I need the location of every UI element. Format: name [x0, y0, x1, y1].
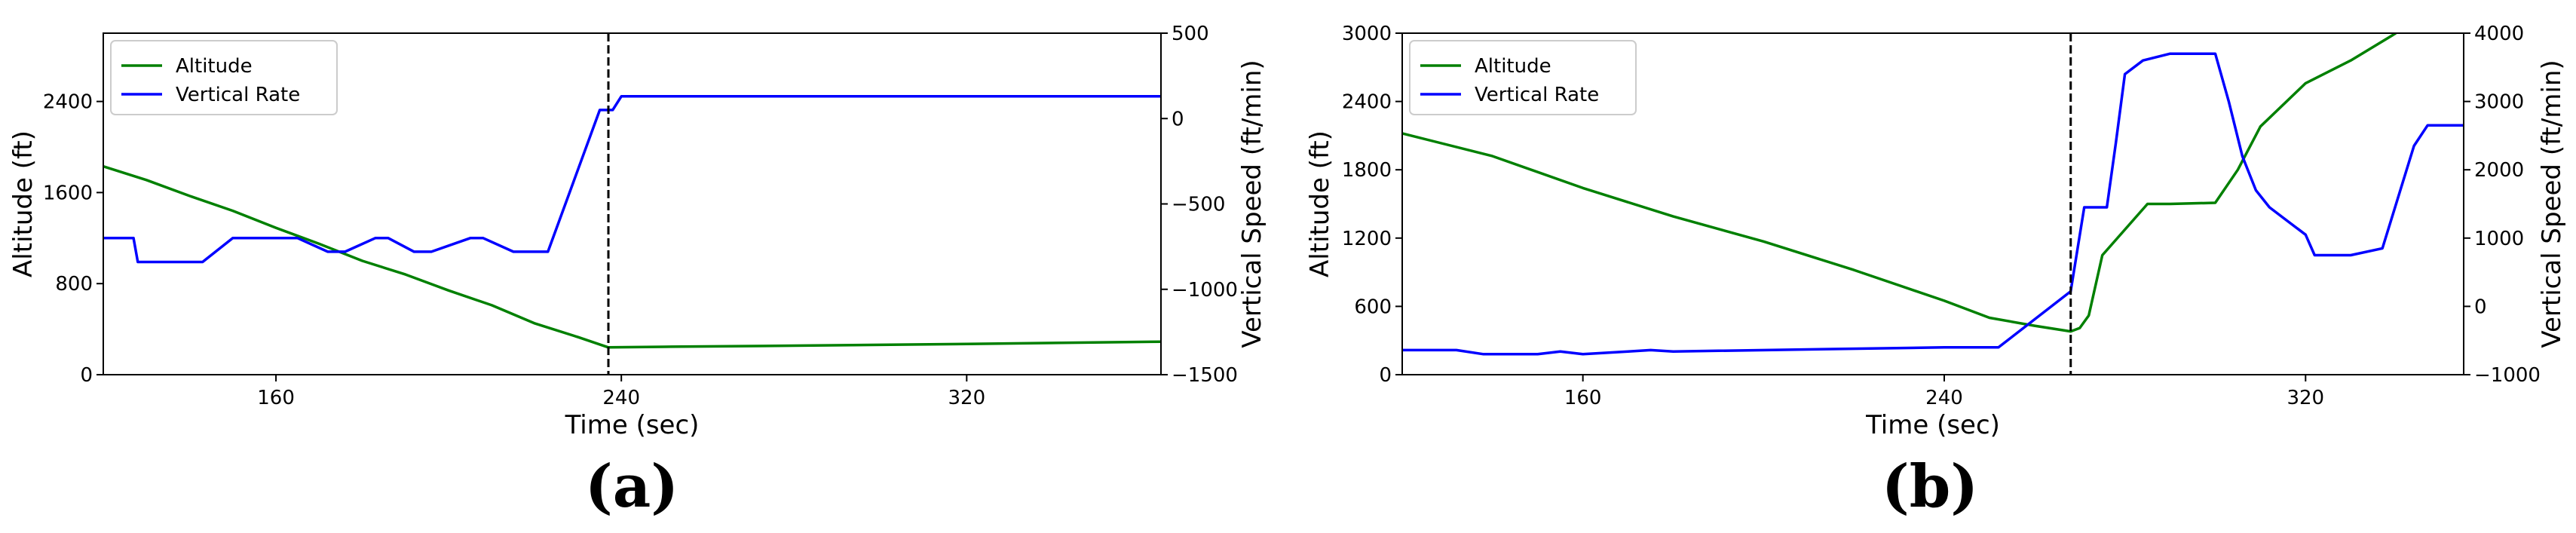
legend-entry-label: Vertical Rate [1475, 84, 1599, 106]
x-tick-label: 160 [1564, 387, 1602, 409]
y2-tick-label: 0 [2474, 296, 2487, 318]
x-tick-label: 320 [2287, 387, 2324, 409]
y-tick-label: 0 [1379, 364, 1392, 387]
y-tick-label: 0 [80, 364, 93, 387]
y-tick-label: 3000 [1342, 23, 1392, 45]
legend-box [110, 40, 338, 115]
y2-tick-label: 2000 [2474, 159, 2524, 182]
y2-axis-label: Vertical Speed (ft/min) [2537, 60, 2567, 348]
legend-entry-label: Altitude [176, 55, 253, 78]
y2-tick-label: 0 [1172, 108, 1184, 130]
y-tick-label: 800 [55, 273, 93, 296]
y2-tick-label: −500 [1172, 194, 1225, 216]
y2-tick-label: 1000 [2474, 228, 2524, 250]
y-tick-label: 1800 [1342, 159, 1392, 182]
series-line-vertical-rate [1402, 52, 2464, 356]
y-tick-label: 600 [1354, 296, 1392, 318]
x-tick-label: 240 [1925, 387, 1963, 409]
x-tick-label: 240 [602, 387, 640, 409]
x-tick-label: 320 [948, 387, 985, 409]
y2-tick-label: 500 [1172, 23, 1209, 45]
plot-frame [1401, 32, 2464, 375]
y-axis-label: Altitude (ft) [1305, 130, 1335, 277]
series-line-altitude [103, 165, 1161, 349]
y-axis-label: Altitude (ft) [8, 130, 38, 277]
y2-tick-label: −1500 [1172, 364, 1238, 387]
x-axis-label: Time (sec) [565, 410, 700, 440]
series-line-altitude [1402, 33, 2397, 333]
legend-box [1409, 40, 1637, 115]
legend-entry-label: Vertical Rate [176, 84, 300, 106]
y2-axis-label: Vertical Speed (ft/min) [1237, 60, 1267, 348]
series-group [103, 95, 1161, 349]
legend-entry-label: Altitude [1475, 55, 1551, 78]
chart-panel-b: 160 240 320 0 600 1200 1800 2400 3000 −1000 0 1000 2… [1305, 23, 2567, 521]
y-tick-label: 1200 [1342, 228, 1392, 250]
y2-tick-label: −1000 [2474, 364, 2541, 387]
panel-caption: (a) [585, 452, 678, 521]
x-axis-label: Time (sec) [1865, 410, 2000, 440]
chart-panel-a: 160 240 320 0 800 1600 2400 −1500 −1000 −500 0 500 T… [8, 23, 1267, 521]
y-tick-label: 1600 [43, 182, 93, 204]
panel-caption: (b) [1882, 452, 1978, 521]
y2-tick-label: 4000 [2474, 23, 2524, 45]
y2-tick-label: 3000 [2474, 91, 2524, 114]
series-group [1402, 33, 2464, 356]
y2-tick-label: −1000 [1172, 279, 1238, 302]
y-tick-label: 2400 [43, 91, 93, 114]
x-tick-label: 160 [257, 387, 295, 409]
series-line-vertical-rate [103, 95, 1161, 264]
y-tick-label: 2400 [1342, 91, 1392, 114]
